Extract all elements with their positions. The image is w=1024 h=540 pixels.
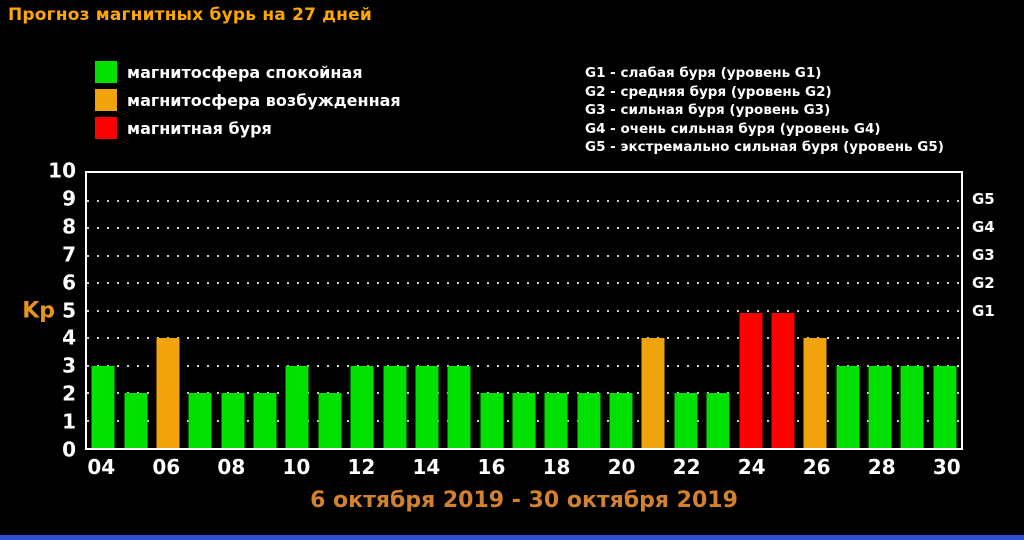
x-tick-16: 16 xyxy=(477,455,506,479)
gridline-kp-4 xyxy=(87,337,961,339)
bar-day-05 xyxy=(124,393,148,448)
storm-level-line-1: G1 - слабая буря (уровень G1) xyxy=(585,65,822,81)
y-tick-9: 9 xyxy=(62,186,76,211)
legend-swatch-quiet xyxy=(95,61,117,83)
right-axis-label-G4: G4 xyxy=(972,217,995,236)
gridline-kp-5 xyxy=(87,309,961,312)
bar-day-23 xyxy=(706,393,730,448)
legend-swatch-excited xyxy=(95,89,117,111)
bar-day-06 xyxy=(156,338,180,448)
bar-day-17 xyxy=(512,393,536,448)
storm-level-line-2: G2 - средняя буря (уровень G2) xyxy=(585,83,832,100)
y-tick-0: 0 xyxy=(62,437,76,462)
storm-level-line-4: G4 - очень сильная буря (уровень G4) xyxy=(585,120,881,137)
bar-day-22 xyxy=(674,393,698,448)
bar-day-09 xyxy=(253,393,277,448)
bar-day-04 xyxy=(91,365,115,448)
y-tick-6: 6 xyxy=(62,270,76,295)
x-tick-14: 14 xyxy=(412,455,441,479)
legend-label-quiet: магнитосфера спокойная xyxy=(127,62,363,82)
right-axis-label-G5: G5 xyxy=(972,189,995,208)
bar-day-07 xyxy=(188,393,212,448)
x-tick-12: 12 xyxy=(347,455,376,479)
legend-item-quiet: магнитосфера спокойная xyxy=(95,61,401,83)
right-axis-label-G3: G3 xyxy=(972,245,995,264)
storm-level-line-5: G5 - экстремально сильная буря (уровень … xyxy=(585,139,944,155)
y-tick-5: 5 xyxy=(62,298,76,323)
bar-day-26 xyxy=(803,338,827,448)
y-tick-2: 2 xyxy=(62,381,76,406)
y-tick-10: 10 xyxy=(48,158,76,183)
legend-label-storm: магнитная буря xyxy=(127,118,272,138)
gridline-kp-9 xyxy=(87,199,961,202)
right-axis-label-G2: G2 xyxy=(972,273,995,292)
y-axis-title: Kp xyxy=(22,298,55,323)
gridline-kp-7 xyxy=(87,254,961,257)
bar-day-24 xyxy=(739,313,763,448)
gridline-kp-8 xyxy=(87,227,961,229)
x-tick-10: 10 xyxy=(282,455,311,479)
y-tick-4: 4 xyxy=(62,325,76,350)
bar-day-15 xyxy=(447,365,471,448)
bottom-edge-strip xyxy=(0,535,1024,540)
y-tick-1: 1 xyxy=(62,409,76,434)
bar-day-12 xyxy=(350,365,374,448)
y-tick-7: 7 xyxy=(62,242,76,267)
x-tick-06: 06 xyxy=(152,455,181,479)
right-axis-label-G1: G1 xyxy=(972,301,995,320)
bar-day-14 xyxy=(415,365,439,448)
storm-scale-descriptions: G1 - слабая буря (уровень G1) G2 - средня… xyxy=(585,64,944,157)
bar-day-13 xyxy=(383,365,407,448)
x-tick-22: 22 xyxy=(672,455,701,479)
gridline-kp-3 xyxy=(87,364,961,367)
legend-item-storm: магнитная буря xyxy=(95,117,401,139)
bar-day-20 xyxy=(609,393,633,448)
legend-label-excited: магнитосфера возбужденная xyxy=(127,90,401,110)
bar-day-16 xyxy=(480,393,504,448)
x-tick-08: 08 xyxy=(217,455,246,479)
bar-day-28 xyxy=(868,365,892,448)
bar-day-27 xyxy=(836,365,860,448)
bar-day-30 xyxy=(933,365,957,448)
y-tick-8: 8 xyxy=(62,214,76,239)
plot-area xyxy=(87,173,961,448)
bar-day-10 xyxy=(285,365,309,448)
date-range-caption: 6 октября 2019 - 30 октября 2019 xyxy=(310,488,738,513)
legend-swatch-storm xyxy=(95,117,117,139)
y-tick-3: 3 xyxy=(62,353,76,378)
x-tick-04: 04 xyxy=(87,455,116,479)
x-tick-18: 18 xyxy=(542,455,571,479)
bar-day-19 xyxy=(577,393,601,448)
x-tick-26: 26 xyxy=(802,455,831,479)
bar-day-29 xyxy=(900,365,924,448)
x-tick-28: 28 xyxy=(867,455,896,479)
bar-day-08 xyxy=(221,393,245,448)
bar-day-11 xyxy=(318,393,342,448)
x-tick-20: 20 xyxy=(607,455,636,479)
page-title: Прогноз магнитных бурь на 27 дней xyxy=(8,5,372,25)
bar-day-18 xyxy=(544,393,568,448)
gridline-kp-6 xyxy=(87,282,961,284)
bar-day-25 xyxy=(771,313,795,448)
kp-bar-chart: Kp 0 1 2 3 4 5 6 7 8 9 10 G5 G4 G3 G2 G1 04 06 08 10 12 14 16 1… xyxy=(22,159,995,479)
bar-day-21 xyxy=(641,338,665,448)
x-tick-24: 24 xyxy=(737,455,766,479)
legend-item-excited: магнитосфера возбужденная xyxy=(95,89,401,111)
legend: магнитосфера спокойная магнитосфера возбу… xyxy=(95,61,401,145)
storm-level-line-3: G3 - сильная буря (уровень G3) xyxy=(585,102,831,118)
x-tick-30: 30 xyxy=(932,455,961,479)
